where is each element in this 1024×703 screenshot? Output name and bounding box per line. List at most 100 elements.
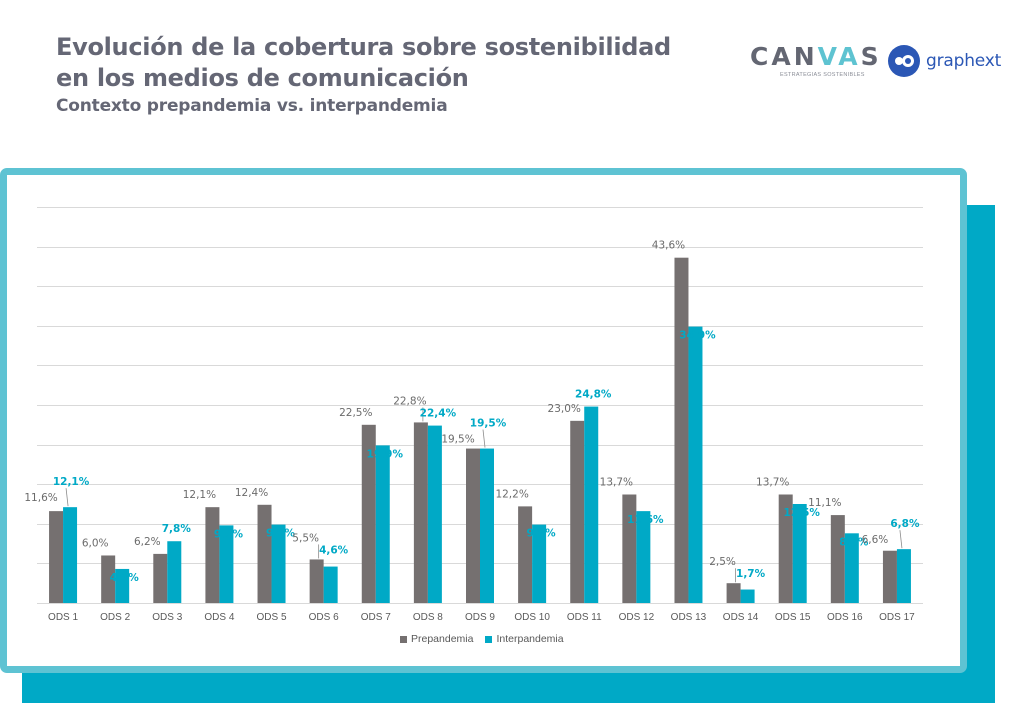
data-label-prepandemia: 11,6% <box>24 492 57 504</box>
legend-swatch-prepandemia <box>400 635 407 643</box>
bar-interpandemia <box>323 566 338 603</box>
page-subtitle: Contexto prepandemia vs. interpandemia <box>56 96 448 116</box>
bar-prepandemia <box>49 511 64 603</box>
bar-interpandemia <box>844 533 859 603</box>
label-leader-line <box>899 530 903 549</box>
bar-interpandemia <box>792 504 807 603</box>
data-label-interpandemia: 12,5% <box>783 507 820 519</box>
data-label-interpandemia: 6,8% <box>890 518 920 530</box>
data-label-prepandemia: 2,5% <box>709 556 736 568</box>
bar-interpandemia <box>167 541 182 603</box>
bar-interpandemia <box>532 524 547 603</box>
x-tick-label: ODS 1 <box>48 612 78 623</box>
data-label-interpandemia: 9,8% <box>214 528 244 540</box>
bar-interpandemia <box>896 549 911 603</box>
x-tick-label: ODS 13 <box>671 612 707 623</box>
x-tick-label: ODS 12 <box>619 612 655 623</box>
bar-interpandemia <box>584 406 599 603</box>
data-label-interpandemia: 19,5% <box>470 418 507 430</box>
data-label-interpandemia: 24,8% <box>575 389 612 401</box>
bar-interpandemia <box>375 445 390 603</box>
bar-interpandemia <box>740 589 755 603</box>
label-leader-line <box>65 488 69 507</box>
header: Evolución de la cobertura sobre sostenib… <box>56 32 671 118</box>
legend-label-prepandemia: Prepandemia <box>411 633 474 645</box>
data-label-interpandemia: 7,8% <box>162 523 192 535</box>
legend-item-interpandemia: Interpandemia <box>485 633 564 645</box>
legend-label-interpandemia: Interpandemia <box>496 633 564 645</box>
data-label-prepandemia: 12,1% <box>183 489 216 501</box>
page-title-line-1: Evolución de la cobertura sobre sostenib… <box>56 33 671 61</box>
data-label-prepandemia: 6,6% <box>862 534 889 546</box>
bar-interpandemia <box>115 568 130 603</box>
legend-swatch-interpandemia <box>485 635 493 643</box>
data-label-interpandemia: 19,9% <box>367 448 404 460</box>
graphext-wordmark: graphext <box>926 51 1002 71</box>
data-label-prepandemia: 6,0% <box>82 537 109 549</box>
data-label-prepandemia: 22,8% <box>393 395 426 407</box>
legend-item-prepandemia: Prepandemia <box>400 633 473 645</box>
label-leader-line <box>482 429 486 448</box>
x-tick-label: ODS 17 <box>879 612 915 623</box>
x-tick-label: ODS 14 <box>723 612 759 623</box>
x-tick-label: ODS 10 <box>514 612 550 623</box>
data-labels: 11,6% 12,1% 6,0% 4,3% 6,2%7,8% 12,1% 9,8% 12,4%… <box>24 240 920 584</box>
data-label-prepandemia: 13,7% <box>756 476 789 488</box>
data-label-interpandemia: 22,4% <box>420 407 457 419</box>
x-tick-label: ODS 9 <box>465 612 495 623</box>
data-label-prepandemia: 19,5% <box>441 434 474 446</box>
data-label-interpandemia: 4,6% <box>319 544 349 556</box>
bar-prepandemia <box>622 494 637 603</box>
graphext-eye-left-icon <box>895 57 903 65</box>
bar-interpandemia <box>63 507 78 603</box>
data-label-interpandemia: 11,6% <box>627 514 664 526</box>
data-label-prepandemia: 5,5% <box>292 532 319 544</box>
x-tick-label: ODS 2 <box>100 612 130 623</box>
bar-prepandemia <box>726 583 741 603</box>
bar-prepandemia <box>257 504 272 603</box>
data-label-interpandemia: 9,9% <box>527 528 557 540</box>
data-label-interpandemia: 12,1% <box>53 476 90 488</box>
data-label-prepandemia: 6,2% <box>134 536 161 548</box>
bar-prepandemia <box>518 506 533 603</box>
bar-interpandemia <box>427 425 442 603</box>
data-label-prepandemia: 23,0% <box>548 403 581 415</box>
page-title-line-2: en los medios de comunicación <box>56 64 469 92</box>
canvas-logo-text-1: CAN <box>750 42 818 71</box>
x-tick-label: ODS 16 <box>827 612 863 623</box>
label-leader-lines <box>65 407 903 583</box>
bar-prepandemia <box>466 448 480 603</box>
bar-interpandemia <box>688 326 703 603</box>
canvas-logo-tagline: ESTRATEGIAS SOSTENIBLES <box>780 72 865 78</box>
bar-prepandemia <box>830 515 845 603</box>
bar-interpandemia <box>219 525 234 603</box>
x-axis-tick-labels: ODS 1 ODS 2 ODS 3 ODS 4 ODS 5 ODS 6 ODS 7 ODS 8… <box>48 612 915 623</box>
bar-prepandemia <box>882 550 897 603</box>
x-tick-label: ODS 5 <box>257 612 287 623</box>
data-label-prepandemia: 11,1% <box>808 497 841 509</box>
x-tick-label: ODS 11 <box>567 612 602 623</box>
graphext-eye-right-icon <box>902 55 914 67</box>
bar-prepandemia <box>674 257 689 603</box>
bar-prepandemia <box>361 424 376 603</box>
bar-prepandemia <box>778 494 793 603</box>
bar-prepandemia <box>101 555 116 603</box>
data-label-prepandemia: 12,2% <box>495 488 528 500</box>
x-tick-label: ODS 7 <box>361 612 391 623</box>
x-tick-label: ODS 8 <box>413 612 443 623</box>
canvas-logo-text-accent: VA <box>817 42 861 71</box>
data-label-prepandemia: 43,6% <box>652 240 685 252</box>
x-tick-label: ODS 4 <box>204 612 234 623</box>
bar-prepandemia <box>413 422 428 603</box>
data-label-prepandemia: 12,4% <box>235 487 268 499</box>
x-tick-label: ODS 3 <box>152 612 182 623</box>
data-label-prepandemia: 22,5% <box>339 407 372 419</box>
data-label-interpandemia: 4,3% <box>110 572 140 584</box>
x-tick-label: ODS 6 <box>309 612 339 623</box>
data-label-prepandemia: 13,7% <box>600 476 633 488</box>
chart-legend: Prepandemia Interpandemia <box>400 633 576 645</box>
bar-interpandemia <box>271 524 286 603</box>
bars <box>49 257 911 603</box>
bar-prepandemia <box>153 553 168 603</box>
